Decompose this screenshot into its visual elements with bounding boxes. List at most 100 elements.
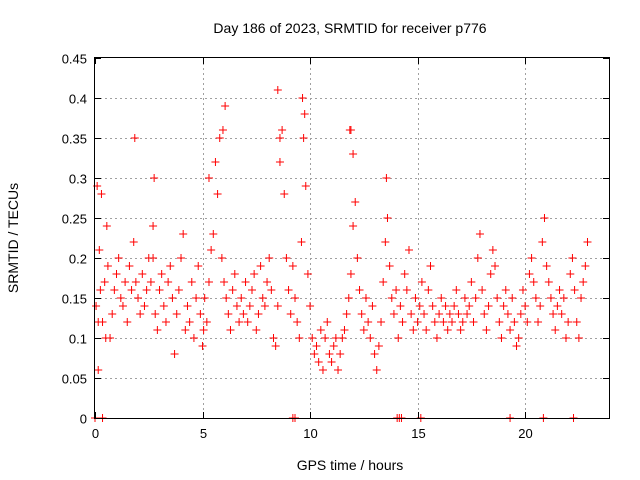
- data-point: [542, 262, 551, 270]
- data-point: [510, 318, 519, 326]
- data-point: [538, 238, 547, 246]
- data-point: [121, 278, 130, 286]
- data-point: [445, 310, 454, 318]
- data-point: [448, 318, 457, 326]
- data-point: [402, 286, 411, 294]
- data-point: [275, 134, 284, 142]
- data-point: [252, 326, 261, 334]
- data-point: [564, 318, 573, 326]
- data-point: [247, 286, 256, 294]
- data-point: [482, 326, 491, 334]
- data-point: [407, 310, 416, 318]
- data-point: [574, 334, 583, 342]
- data-point: [420, 310, 429, 318]
- x-tick-label: 10: [303, 426, 317, 441]
- data-point: [441, 302, 450, 310]
- data-point: [389, 310, 398, 318]
- data-point: [134, 294, 143, 302]
- data-point: [94, 366, 103, 374]
- data-point: [484, 302, 493, 310]
- data-point: [417, 278, 426, 286]
- data-point: [499, 302, 508, 310]
- data-point: [224, 310, 233, 318]
- data-point: [202, 318, 211, 326]
- data-point: [232, 302, 241, 310]
- data-point: [245, 302, 254, 310]
- data-point: [382, 174, 391, 182]
- data-point: [286, 310, 295, 318]
- data-point: [473, 254, 482, 262]
- data-point: [303, 270, 312, 278]
- data-point: [123, 318, 132, 326]
- data-point: [549, 310, 558, 318]
- data-point: [342, 310, 351, 318]
- data-points: [91, 86, 592, 422]
- data-point: [288, 262, 297, 270]
- data-point: [92, 302, 101, 310]
- data-point: [544, 278, 553, 286]
- data-point: [318, 366, 327, 374]
- data-point: [338, 334, 347, 342]
- data-point: [381, 238, 390, 246]
- data-point: [409, 326, 418, 334]
- data-point: [561, 334, 570, 342]
- data-point: [138, 270, 147, 278]
- data-point: [372, 366, 381, 374]
- data-point: [200, 294, 209, 302]
- data-point: [495, 318, 504, 326]
- data-point: [220, 278, 229, 286]
- data-point: [260, 302, 269, 310]
- data-point: [493, 294, 502, 302]
- data-point: [361, 294, 370, 302]
- data-point: [344, 294, 353, 302]
- x-tick-label: 20: [518, 426, 532, 441]
- data-point: [235, 318, 244, 326]
- data-point: [392, 286, 401, 294]
- data-point: [151, 310, 160, 318]
- data-point: [579, 278, 588, 286]
- data-point: [359, 326, 368, 334]
- data-point: [432, 334, 441, 342]
- y-tick-label: 0.4: [69, 92, 87, 107]
- data-point: [170, 350, 179, 358]
- data-point: [516, 310, 525, 318]
- data-point: [428, 302, 437, 310]
- data-point: [512, 342, 521, 350]
- data-point: [222, 294, 231, 302]
- data-point: [221, 102, 230, 110]
- data-point: [100, 278, 109, 286]
- data-point: [172, 310, 181, 318]
- data-point: [301, 182, 310, 190]
- chart-title: Day 186 of 2023, SRMTID for receiver p77…: [213, 20, 486, 36]
- data-point: [204, 278, 213, 286]
- data-point: [400, 270, 409, 278]
- data-point: [501, 286, 510, 294]
- data-point: [118, 302, 127, 310]
- data-point: [177, 254, 186, 262]
- data-point: [150, 174, 159, 182]
- data-point: [415, 302, 424, 310]
- data-point: [471, 294, 480, 302]
- data-point: [329, 342, 338, 350]
- data-point: [424, 286, 433, 294]
- x-axis-label: GPS time / hours: [297, 457, 404, 473]
- data-point: [568, 254, 577, 262]
- data-point: [497, 334, 506, 342]
- data-point: [112, 270, 121, 278]
- data-point: [521, 302, 530, 310]
- data-point: [334, 366, 343, 374]
- data-point: [95, 246, 104, 254]
- y-tick-label: 0.1: [69, 332, 87, 347]
- data-point: [125, 262, 134, 270]
- data-point: [164, 278, 173, 286]
- data-point: [546, 294, 555, 302]
- x-tick-label: 5: [200, 426, 207, 441]
- data-point: [503, 310, 512, 318]
- data-point: [435, 310, 444, 318]
- data-point: [273, 86, 282, 94]
- data-point: [161, 318, 170, 326]
- data-point: [300, 110, 309, 118]
- data-point: [291, 294, 300, 302]
- data-point: [475, 230, 484, 238]
- data-point: [280, 190, 289, 198]
